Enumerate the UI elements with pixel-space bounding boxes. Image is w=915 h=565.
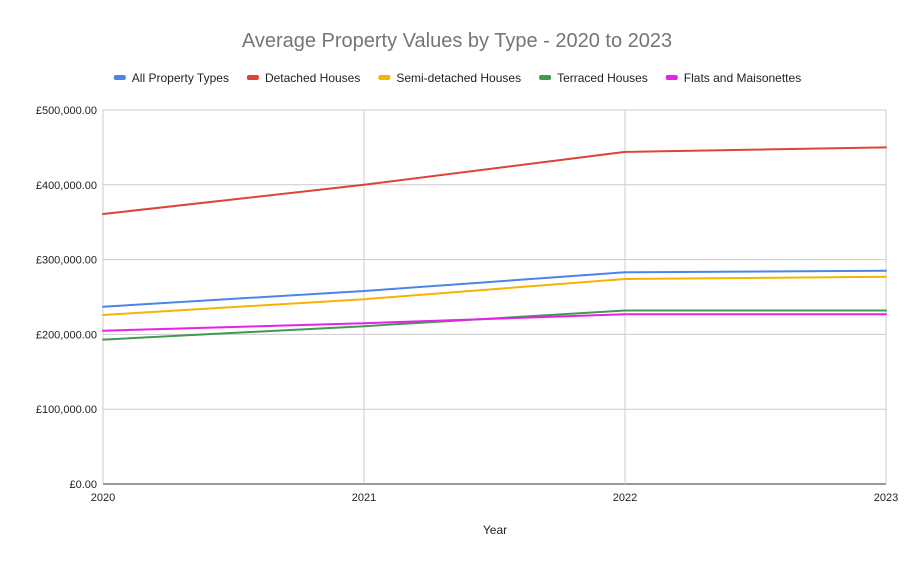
legend-item: All Property Types — [113, 71, 229, 85]
series-line-semi-detached-houses — [102, 275, 887, 316]
y-tick-label: £0.00 — [69, 479, 97, 491]
y-tick-label: £200,000.00 — [36, 329, 97, 341]
x-tick-label: 2021 — [352, 492, 376, 504]
legend-label: Semi-detached Houses — [396, 71, 521, 85]
legend-item: Detached Houses — [246, 71, 360, 85]
series-line-detached-houses — [102, 146, 887, 215]
legend-label: Flats and Maisonettes — [684, 71, 801, 85]
y-tick-label: £300,000.00 — [36, 255, 97, 267]
x-axis-label: Year — [483, 523, 507, 537]
legend-label: All Property Types — [132, 71, 229, 85]
y-tick-label: £400,000.00 — [36, 180, 97, 192]
legend: All Property Types Detached Houses Semi-de… — [113, 71, 801, 85]
x-tick-label: 2020 — [91, 492, 115, 504]
legend-item: Terraced Houses — [539, 71, 648, 85]
legend-label: Detached Houses — [265, 71, 360, 85]
y-tick-label: £100,000.00 — [36, 404, 97, 416]
x-gridlines — [102, 110, 887, 484]
legend-item: Flats and Maisonettes — [665, 71, 801, 85]
x-axis-ticks: 2020 2021 2022 2023 — [91, 492, 898, 504]
legend-swatch — [113, 75, 126, 80]
legend-swatch — [378, 75, 391, 80]
x-tick-label: 2023 — [874, 492, 898, 504]
series-line-all-property-types — [102, 269, 887, 308]
x-tick-label: 2022 — [613, 492, 637, 504]
legend-item: Semi-detached Houses — [378, 71, 521, 85]
chart-title: Average Property Values by Type - 2020 t… — [242, 30, 672, 52]
y-tick-label: £500,000.00 — [36, 105, 97, 117]
legend-swatch — [665, 75, 678, 80]
y-gridlines — [103, 109, 886, 485]
series-line-flats-and-maisonettes — [102, 313, 887, 332]
legend-swatch — [539, 75, 552, 80]
legend-swatch — [246, 75, 259, 80]
y-axis-ticks: £0.00 £100,000.00 £200,000.00 £300,000.00 £4… — [36, 105, 97, 491]
legend-label: Terraced Houses — [557, 71, 648, 85]
series-lines — [102, 146, 887, 341]
